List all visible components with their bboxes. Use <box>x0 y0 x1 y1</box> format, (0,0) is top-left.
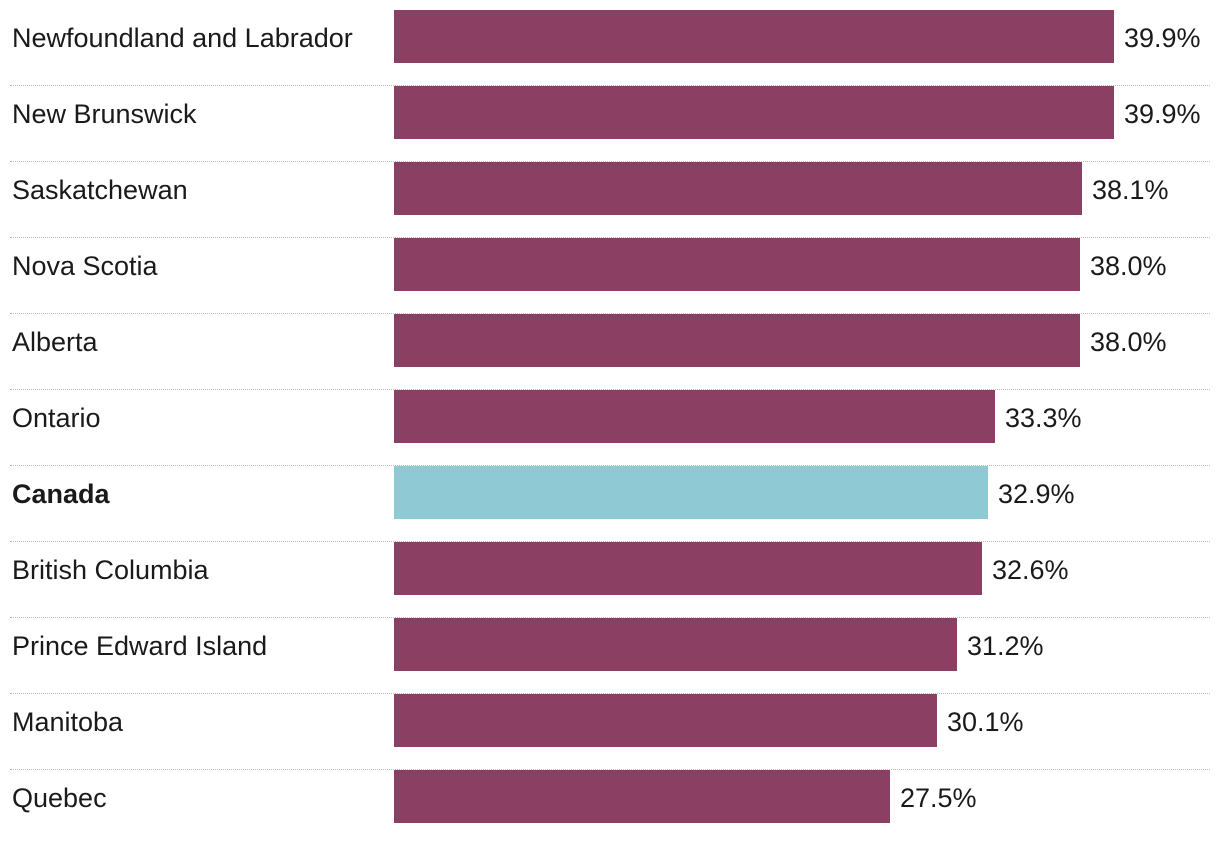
category-label: Canada <box>12 479 110 509</box>
row-divider <box>10 541 1210 542</box>
value-label: 39.9% <box>1124 99 1201 129</box>
value-label: 33.3% <box>1005 403 1082 433</box>
bar <box>394 86 1114 139</box>
chart-row: Canada 32.9% <box>0 466 1220 542</box>
value-label: 38.1% <box>1092 175 1169 205</box>
category-label: Nova Scotia <box>12 251 158 281</box>
bar <box>394 390 995 443</box>
category-label: Alberta <box>12 327 98 357</box>
value-label: 27.5% <box>900 783 977 813</box>
bar-highlight <box>394 466 988 519</box>
chart-row: Alberta 38.0% <box>0 314 1220 390</box>
category-label: Quebec <box>12 783 107 813</box>
chart-row: British Columbia 32.6% <box>0 542 1220 618</box>
chart-row: Manitoba 30.1% <box>0 694 1220 770</box>
chart-row: New Brunswick 39.9% <box>0 86 1220 162</box>
value-label: 30.1% <box>947 707 1024 737</box>
row-divider <box>10 389 1210 390</box>
chart-row: Newfoundland and Labrador 39.9% <box>0 10 1220 86</box>
bar <box>394 618 957 671</box>
row-divider <box>10 693 1210 694</box>
row-divider <box>10 313 1210 314</box>
category-label: New Brunswick <box>12 99 197 129</box>
bar <box>394 314 1080 367</box>
bar <box>394 694 937 747</box>
row-divider <box>10 85 1210 86</box>
value-label: 31.2% <box>967 631 1044 661</box>
chart-row: Prince Edward Island 31.2% <box>0 618 1220 694</box>
value-label: 39.9% <box>1124 23 1201 53</box>
value-label: 32.9% <box>998 479 1075 509</box>
row-divider <box>10 161 1210 162</box>
category-label: Saskatchewan <box>12 175 188 205</box>
bar <box>394 542 982 595</box>
row-divider <box>10 237 1210 238</box>
category-label: Prince Edward Island <box>12 631 268 661</box>
row-divider <box>10 465 1210 466</box>
row-divider <box>10 617 1210 618</box>
chart-row: Ontario 33.3% <box>0 390 1220 466</box>
value-label: 38.0% <box>1090 251 1167 281</box>
category-label: Ontario <box>12 403 101 433</box>
bar <box>394 770 890 823</box>
bar <box>394 238 1080 291</box>
value-label: 38.0% <box>1090 327 1167 357</box>
chart-row: Quebec 27.5% <box>0 770 1220 846</box>
category-label: Manitoba <box>12 707 124 737</box>
category-label: Newfoundland and Labrador <box>12 23 353 53</box>
bar <box>394 10 1114 63</box>
bar <box>394 162 1082 215</box>
row-divider <box>10 769 1210 770</box>
value-label: 32.6% <box>992 555 1069 585</box>
chart-row: Nova Scotia 38.0% <box>0 238 1220 314</box>
category-label: British Columbia <box>12 555 209 585</box>
chart-row: Saskatchewan 38.1% <box>0 162 1220 238</box>
